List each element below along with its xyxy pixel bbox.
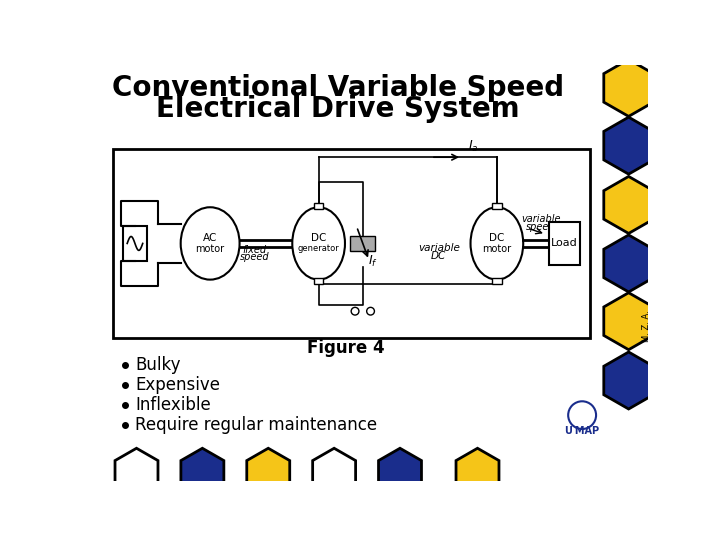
Text: DC: DC [311,233,326,243]
Text: DC: DC [489,233,505,243]
Text: fixed: fixed [242,245,266,254]
Text: Expensive: Expensive [135,376,220,394]
Ellipse shape [181,207,240,280]
Text: motor: motor [482,244,511,254]
Text: $I_f$: $I_f$ [368,254,378,269]
Polygon shape [456,448,499,497]
Polygon shape [604,117,654,174]
Bar [492,202,502,209]
Circle shape [351,307,359,315]
Text: DC: DC [431,251,446,261]
Polygon shape [379,448,421,497]
Text: generator: generator [298,244,340,253]
Bar [314,202,323,209]
Text: $I_a$: $I_a$ [469,139,479,154]
Polygon shape [604,352,654,409]
Text: Figure 4: Figure 4 [307,339,384,357]
Text: speed: speed [526,221,556,232]
Text: AC: AC [203,233,217,243]
Text: variable: variable [418,243,459,253]
Bar [492,278,502,284]
Ellipse shape [292,207,345,280]
Text: speed: speed [240,252,269,262]
Polygon shape [181,448,224,497]
Polygon shape [115,448,158,497]
Polygon shape [604,293,654,350]
Ellipse shape [471,207,523,280]
Bar [113,150,590,338]
Polygon shape [604,235,654,292]
Polygon shape [604,59,654,117]
Bar [549,222,580,265]
Text: Require regular maintenance: Require regular maintenance [135,416,377,434]
Text: U MAP: U MAP [565,426,599,436]
Text: M. Z. A.: M. Z. A. [642,310,651,342]
Text: Electrical Drive System: Electrical Drive System [156,94,520,123]
Circle shape [366,307,374,315]
Text: Load: Load [551,239,577,248]
Text: Conventional Variable Speed: Conventional Variable Speed [112,74,564,102]
Bar [314,278,323,284]
Text: motor: motor [196,244,225,254]
Text: Bulky: Bulky [135,356,181,374]
Bar [123,226,147,261]
Bar [351,236,375,251]
Text: Inflexible: Inflexible [135,396,211,414]
Polygon shape [312,448,356,497]
Polygon shape [604,177,654,233]
Polygon shape [247,448,289,497]
Text: variable: variable [521,214,561,224]
Circle shape [568,401,596,429]
